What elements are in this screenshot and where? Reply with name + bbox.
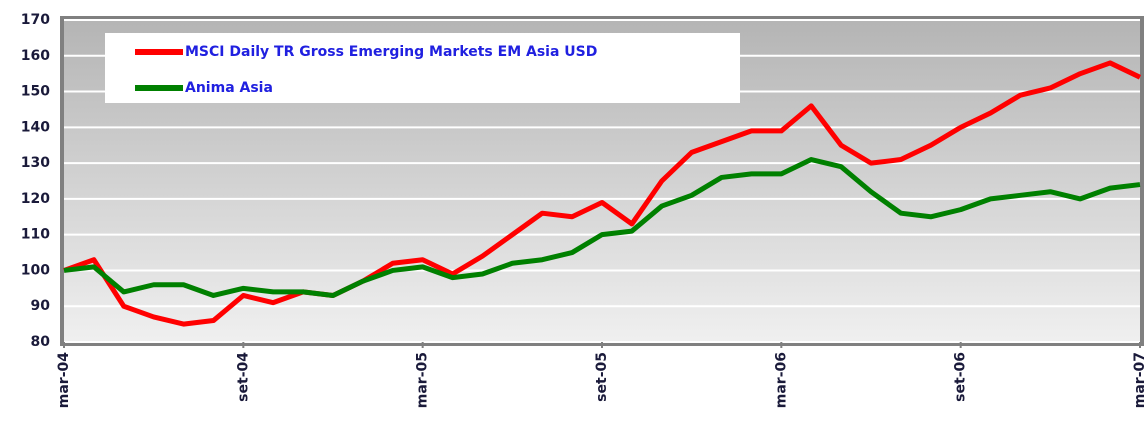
x-tick-label: mar-05 bbox=[415, 352, 431, 408]
y-tick-label: 160 bbox=[21, 48, 50, 64]
y-tick-label: 100 bbox=[21, 262, 50, 278]
y-tick-label: 110 bbox=[21, 227, 50, 243]
y-tick-label: 170 bbox=[21, 12, 50, 28]
x-tick-label: set-04 bbox=[235, 352, 251, 402]
y-tick-label: 80 bbox=[31, 334, 51, 350]
x-tick-label: mar-07 bbox=[1132, 352, 1146, 408]
legend-box bbox=[105, 33, 740, 103]
y-tick-label: 90 bbox=[31, 298, 51, 314]
x-tick-label: mar-04 bbox=[56, 352, 72, 408]
x-tick-label: set-06 bbox=[953, 352, 969, 402]
y-tick-label: 140 bbox=[21, 119, 50, 135]
x-tick-label: mar-06 bbox=[773, 352, 789, 408]
y-tick-label: 150 bbox=[21, 84, 50, 100]
legend-label: MSCI Daily TR Gross Emerging Markets EM … bbox=[185, 44, 597, 60]
x-tick-label: set-05 bbox=[594, 352, 610, 402]
y-tick-label: 130 bbox=[21, 155, 50, 171]
series-line bbox=[63, 157, 1141, 298]
legend-label: Anima Asia bbox=[185, 80, 273, 96]
y-tick-label: 120 bbox=[21, 191, 50, 207]
series-line bbox=[63, 60, 1142, 327]
